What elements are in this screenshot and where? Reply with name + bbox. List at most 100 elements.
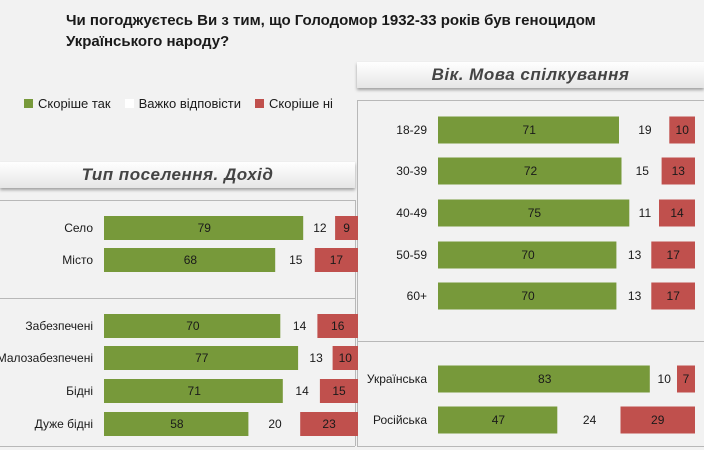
left-panel-title: Тип поселення. Дохід — [0, 162, 355, 188]
left-data-label-no: 16 — [331, 319, 345, 333]
left-bar-yes — [104, 379, 283, 403]
legend: Скоріше так Важко відповісти Скоріше ні — [24, 96, 347, 111]
legend-label-no: Скоріше ні — [269, 96, 333, 111]
right-data-label-no: 14 — [670, 206, 684, 220]
right-data-label-hard: 13 — [628, 289, 642, 303]
legend-item-yes: Скоріше так — [24, 96, 111, 111]
left-panel-separator — [0, 298, 355, 299]
right-data-label-hard: 24 — [583, 413, 597, 427]
right-bar-hard — [630, 199, 658, 227]
left-bar-hard — [281, 314, 316, 338]
left-category-label: Малозабезпечені — [0, 351, 93, 365]
right-panel-left-border — [357, 100, 358, 446]
left-panel-top-border — [0, 200, 355, 201]
right-category-label: Українська — [367, 372, 427, 386]
left-data-label-hard: 14 — [293, 319, 307, 333]
right-bar-no — [651, 241, 695, 269]
legend-label-hard: Важко відповісти — [138, 96, 242, 111]
right-bar-yes — [438, 365, 650, 393]
left-data-label-no: 15 — [332, 384, 346, 398]
right-bar-yes — [438, 116, 619, 144]
right-category-label: 18-29 — [396, 123, 427, 137]
right-category-label: 60+ — [407, 289, 427, 303]
left-bar-no — [300, 412, 358, 436]
left-data-label-hard: 14 — [295, 384, 309, 398]
left-bar-yes — [104, 248, 276, 272]
left-bar-yes — [104, 314, 281, 338]
left-data-label-no: 23 — [322, 417, 336, 431]
legend-swatch-hard — [124, 99, 134, 108]
left-panel-bottom-border — [0, 446, 355, 447]
left-bar-no — [335, 216, 358, 240]
left-bar-hard — [299, 346, 332, 370]
right-bar-yes — [438, 282, 617, 310]
right-bar-no — [677, 365, 695, 393]
legend-item-no: Скоріше ні — [255, 96, 333, 111]
left-data-label-yes: 70 — [186, 319, 200, 333]
right-data-label-yes: 47 — [492, 413, 506, 427]
right-panel-separator — [357, 341, 704, 342]
right-data-label-hard: 10 — [658, 372, 672, 386]
right-bar-no — [661, 157, 695, 185]
right-data-label-yes: 70 — [521, 289, 535, 303]
right-data-label-yes: 72 — [524, 164, 538, 178]
right-data-label-no: 13 — [672, 164, 686, 178]
left-data-label-yes: 79 — [198, 221, 212, 235]
left-data-label-yes: 71 — [188, 384, 202, 398]
right-data-label-hard: 15 — [636, 164, 650, 178]
right-bar-yes — [438, 241, 617, 269]
left-bar-hard — [284, 379, 319, 403]
left-bar-no — [317, 314, 358, 338]
right-bar-hard — [558, 406, 619, 434]
right-bar-no — [620, 406, 695, 434]
left-data-label-yes: 58 — [170, 417, 184, 431]
right-data-label-hard: 11 — [639, 206, 652, 220]
left-bar-yes — [104, 412, 249, 436]
left-data-label-hard: 12 — [313, 221, 327, 235]
right-bar-hard — [651, 365, 676, 393]
right-data-label-no: 17 — [667, 248, 681, 262]
legend-swatch-yes — [24, 99, 33, 108]
left-bar-no — [314, 248, 358, 272]
left-bar-hard — [249, 412, 299, 436]
right-data-label-no: 17 — [667, 289, 681, 303]
left-bar-yes — [104, 346, 299, 370]
left-category-label: Дуже бідні — [35, 417, 93, 431]
right-panel-bottom-border — [357, 446, 704, 447]
left-data-label-hard: 20 — [268, 417, 282, 431]
left-bar-hard — [276, 248, 314, 272]
right-panel-title: Вік. Мова спілкування — [357, 62, 704, 88]
left-bar-hard — [304, 216, 334, 240]
left-bar-no — [332, 346, 358, 370]
right-data-label-yes: 83 — [538, 372, 552, 386]
chart-title: Чи погоджуєтесь Ви з тим, що Голодомор 1… — [66, 12, 596, 50]
right-bar-yes — [438, 157, 622, 185]
legend-label-yes: Скоріше так — [38, 96, 111, 111]
left-bar-no — [319, 379, 358, 403]
left-data-label-yes: 77 — [195, 351, 209, 365]
right-bar-hard — [623, 157, 660, 185]
legend-item-hard: Важко відповісти — [124, 96, 242, 111]
left-data-label-hard: 15 — [289, 253, 303, 267]
right-data-label-no: 29 — [651, 413, 665, 427]
right-data-label-hard: 19 — [638, 123, 652, 137]
right-bar-hard — [617, 282, 650, 310]
right-bar-no — [651, 282, 695, 310]
right-bar-no — [659, 199, 695, 227]
left-data-label-hard: 13 — [309, 351, 323, 365]
right-bar-no — [669, 116, 695, 144]
left-data-label-no: 9 — [343, 221, 350, 235]
right-data-label-yes: 75 — [528, 206, 542, 220]
right-category-label: Російська — [373, 413, 427, 427]
left-category-label: Бідні — [66, 384, 93, 398]
right-data-label-no: 7 — [683, 372, 690, 386]
right-bar-hard — [620, 116, 668, 144]
right-data-label-yes: 70 — [521, 248, 535, 262]
left-category-label: Забезпечені — [25, 319, 93, 333]
left-data-label-no: 17 — [330, 253, 344, 267]
right-panel-top-border — [357, 100, 704, 101]
right-category-label: 30-39 — [396, 164, 427, 178]
right-data-label-no: 10 — [676, 123, 690, 137]
left-category-label: Місто — [62, 253, 93, 267]
